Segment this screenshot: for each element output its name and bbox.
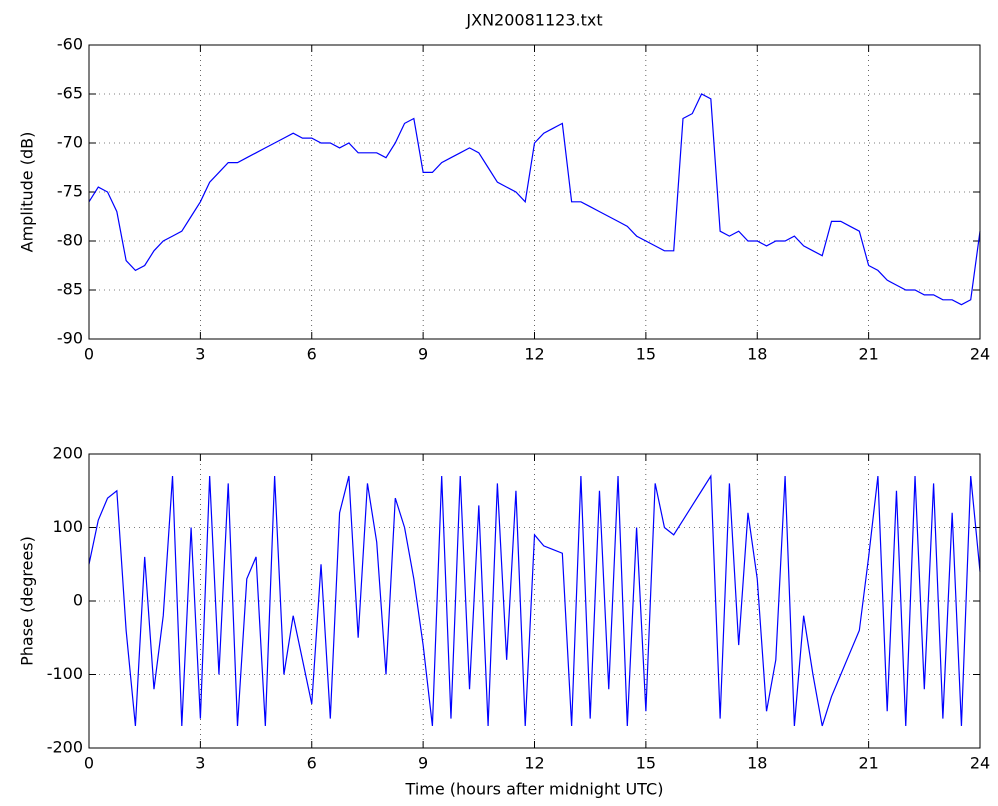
x-tick-label: 9 — [418, 754, 428, 773]
x-tick-label: 12 — [524, 754, 544, 773]
y-tick-label: -75 — [57, 182, 83, 201]
y-tick-label: 0 — [73, 591, 83, 610]
x-tick-label: 3 — [195, 345, 205, 364]
axes-frame — [88, 44, 981, 340]
x-tick-label: 15 — [636, 345, 656, 364]
y-tick-label: 100 — [52, 517, 83, 536]
y-axis-label: Phase (degrees) — [18, 536, 37, 666]
axes-frame — [88, 453, 981, 749]
y-tick-label: -100 — [47, 664, 83, 683]
x-tick-label: 0 — [84, 754, 94, 773]
y-tick-label: -200 — [47, 738, 83, 757]
x-tick-label: 15 — [636, 754, 656, 773]
x-axis-label: Time (hours after midnight UTC) — [405, 780, 664, 799]
y-axis-label: Amplitude (dB) — [18, 132, 37, 253]
x-tick-label: 18 — [747, 754, 767, 773]
y-tick-label: -90 — [57, 329, 83, 348]
x-tick-label: 6 — [307, 754, 317, 773]
y-tick-label: -80 — [57, 231, 83, 250]
x-tick-label: 9 — [418, 345, 428, 364]
data-line — [88, 93, 981, 306]
x-tick-label: 21 — [858, 754, 878, 773]
y-tick-label: -85 — [57, 280, 83, 299]
x-tick-label: 18 — [747, 345, 767, 364]
x-tick-label: 12 — [524, 345, 544, 364]
x-tick-label: 24 — [970, 754, 990, 773]
x-tick-label: 0 — [84, 345, 94, 364]
y-tick-label: -70 — [57, 133, 83, 152]
y-tick-label: -65 — [57, 84, 83, 103]
x-tick-label: 6 — [307, 345, 317, 364]
y-tick-label: 200 — [52, 444, 83, 463]
x-tick-label: 3 — [195, 754, 205, 773]
y-tick-label: -60 — [57, 35, 83, 54]
data-line — [88, 474, 981, 727]
x-tick-label: 21 — [858, 345, 878, 364]
x-tick-label: 24 — [970, 345, 990, 364]
chart-title: JXN20081123.txt — [465, 11, 602, 30]
